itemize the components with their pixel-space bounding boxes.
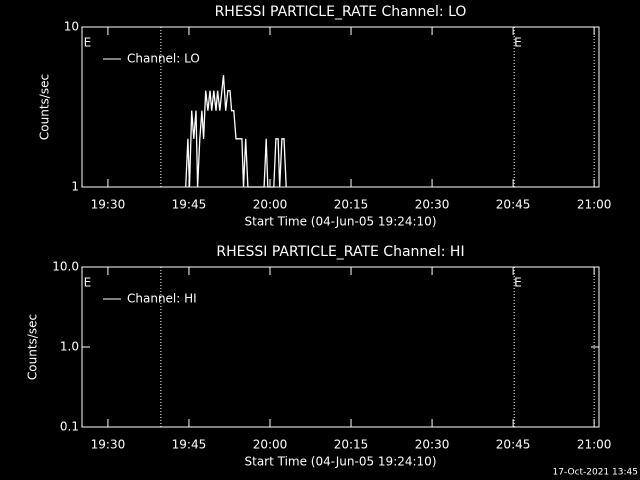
x-tick-label: 20:30 [415, 198, 450, 212]
plot-frame [81, 26, 600, 188]
x-tick-label: 20:15 [334, 198, 369, 212]
x-axis-label: Start Time (04-Jun-05 19:24:10) [245, 215, 437, 229]
annotation: E [84, 276, 92, 290]
data-line [185, 75, 287, 188]
legend-label: Channel: HI [127, 292, 197, 306]
legend-label: Channel: LO [127, 52, 200, 66]
y-tick-label: 1 [71, 180, 79, 194]
timestamp: 17-Oct-2021 13:45 [553, 468, 638, 478]
x-tick-label: 19:30 [91, 198, 126, 212]
y-tick-label: 10.0 [52, 260, 79, 274]
x-tick-label: 20:00 [253, 198, 288, 212]
annotation: E [514, 276, 522, 290]
x-tick-label: 20:45 [496, 198, 531, 212]
x-tick-label: 20:30 [415, 438, 450, 452]
x-tick-label: 21:00 [577, 438, 612, 452]
y-tick-label: 0.1 [60, 420, 79, 434]
x-tick-label: 19:45 [172, 438, 207, 452]
annotation: E [84, 36, 92, 50]
plot-clip-group [185, 75, 287, 188]
x-tick-label: 20:15 [334, 438, 369, 452]
chart-title: RHESSI PARTICLE_RATE Channel: HI [216, 244, 464, 260]
x-tick-label: 19:30 [91, 438, 126, 452]
x-tick-label: 19:45 [172, 198, 207, 212]
x-tick-label: 20:00 [253, 438, 288, 452]
annotation: E [514, 36, 522, 50]
x-tick-label: 21:00 [577, 198, 612, 212]
y-axis-label: Counts/sec [26, 314, 40, 380]
y-tick-label: 1.0 [60, 340, 79, 354]
y-tick-label: 10 [64, 20, 79, 34]
x-axis-label: Start Time (04-Jun-05 19:24:10) [245, 455, 437, 469]
chart-title: RHESSI PARTICLE_RATE Channel: LO [215, 4, 467, 20]
y-axis-label: Counts/sec [38, 74, 52, 140]
x-tick-label: 20:45 [496, 438, 531, 452]
